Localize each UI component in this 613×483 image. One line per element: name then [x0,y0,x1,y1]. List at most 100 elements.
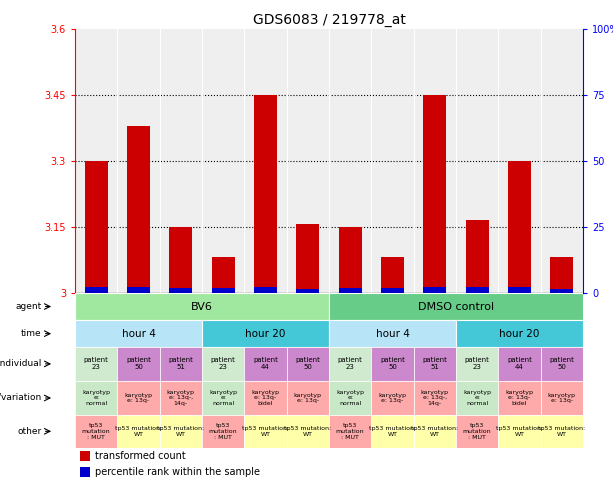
FancyBboxPatch shape [159,415,202,448]
Text: karyotyp
e: 13q-,
14q-: karyotyp e: 13q-, 14q- [421,390,449,406]
FancyBboxPatch shape [117,381,159,415]
Text: karyotyp
e:
normal: karyotyp e: normal [209,390,237,406]
FancyBboxPatch shape [498,381,541,415]
Bar [423,287,446,293]
Text: tp53
mutation
: MUT: tp53 mutation : MUT [209,423,237,440]
Text: tp53 mutation:
WT: tp53 mutation: WT [284,426,332,437]
Text: karyotyp
e:
normal: karyotyp e: normal [82,390,110,406]
Bar [329,29,371,293]
FancyBboxPatch shape [245,347,287,381]
Bar [254,287,277,293]
Text: karyotyp
e: 13q-
bidel: karyotyp e: 13q- bidel [251,390,280,406]
FancyBboxPatch shape [456,347,498,381]
Text: tp53 mutation:
WT: tp53 mutation: WT [496,426,543,437]
Text: karyotyp
e: 13q-
bidel: karyotyp e: 13q- bidel [506,390,533,406]
Bar [127,287,150,293]
FancyBboxPatch shape [245,415,287,448]
Bar [169,227,192,293]
Bar [296,289,319,293]
Text: tp53 mutation:
WT: tp53 mutation: WT [115,426,162,437]
FancyBboxPatch shape [75,321,202,347]
FancyBboxPatch shape [498,347,541,381]
Bar [117,29,159,293]
FancyBboxPatch shape [414,347,456,381]
Bar [338,227,362,293]
Bar [80,468,90,477]
FancyBboxPatch shape [159,381,202,415]
Text: genotype/variation: genotype/variation [0,394,41,402]
FancyBboxPatch shape [202,321,329,347]
Text: patient
23: patient 23 [211,357,235,370]
Bar [245,29,287,293]
Text: hour 4: hour 4 [376,328,409,339]
Text: patient
50: patient 50 [549,357,574,370]
FancyBboxPatch shape [75,347,117,381]
FancyBboxPatch shape [456,415,498,448]
Text: patient
50: patient 50 [126,357,151,370]
Text: karyotyp
e: 13q-: karyotyp e: 13q- [378,393,406,403]
Text: patient
23: patient 23 [84,357,109,370]
Bar [211,257,235,293]
Bar [85,287,108,293]
Text: hour 20: hour 20 [500,328,539,339]
FancyBboxPatch shape [414,381,456,415]
FancyBboxPatch shape [202,381,245,415]
FancyBboxPatch shape [287,381,329,415]
FancyBboxPatch shape [287,415,329,448]
Text: tp53
mutation
: MUT: tp53 mutation : MUT [82,423,110,440]
FancyBboxPatch shape [117,347,159,381]
Bar [75,29,117,293]
Text: hour 4: hour 4 [121,328,156,339]
Text: karyotyp
e: 13q-: karyotyp e: 13q- [294,393,322,403]
FancyBboxPatch shape [456,381,498,415]
Text: transformed count: transformed count [95,451,186,461]
FancyBboxPatch shape [75,381,117,415]
FancyBboxPatch shape [202,347,245,381]
Text: karyotyp
e: 13q-: karyotyp e: 13q- [124,393,153,403]
Bar [381,257,404,293]
FancyBboxPatch shape [329,415,371,448]
Text: BV6: BV6 [191,301,213,312]
FancyBboxPatch shape [287,347,329,381]
Bar [423,95,446,293]
Text: tp53 mutation:
WT: tp53 mutation: WT [158,426,204,437]
Bar [287,29,329,293]
Bar [456,29,498,293]
Bar [296,225,319,293]
Title: GDS6083 / 219778_at: GDS6083 / 219778_at [253,13,405,27]
FancyBboxPatch shape [202,415,245,448]
Text: agent: agent [15,302,41,311]
Text: patient
50: patient 50 [380,357,405,370]
FancyBboxPatch shape [75,415,117,448]
Bar [508,287,531,293]
Bar [550,289,574,293]
Bar [508,161,531,293]
Text: tp53 mutation:
WT: tp53 mutation: WT [411,426,459,437]
Text: karyotyp
e:
normal: karyotyp e: normal [463,390,491,406]
Text: karyotyp
e: 13q-,
14q-: karyotyp e: 13q-, 14q- [167,390,195,406]
Text: tp53 mutation:
WT: tp53 mutation: WT [242,426,289,437]
Text: patient
51: patient 51 [169,357,193,370]
Bar [169,288,192,293]
Text: hour 20: hour 20 [245,328,286,339]
Text: percentile rank within the sample: percentile rank within the sample [95,468,260,477]
FancyBboxPatch shape [329,381,371,415]
Bar [80,451,90,461]
Text: patient
51: patient 51 [422,357,447,370]
Bar [550,257,574,293]
Text: tp53
mutation
: MUT: tp53 mutation : MUT [336,423,365,440]
FancyBboxPatch shape [456,321,583,347]
Bar [465,220,489,293]
Text: patient
23: patient 23 [338,357,363,370]
Bar [211,288,235,293]
Bar [381,288,404,293]
Bar [541,29,583,293]
FancyBboxPatch shape [371,415,414,448]
Bar [159,29,202,293]
Bar [465,287,489,293]
Text: time: time [21,329,41,338]
Bar [338,288,362,293]
FancyBboxPatch shape [541,415,583,448]
Text: individual: individual [0,359,41,369]
Text: patient
44: patient 44 [507,357,532,370]
